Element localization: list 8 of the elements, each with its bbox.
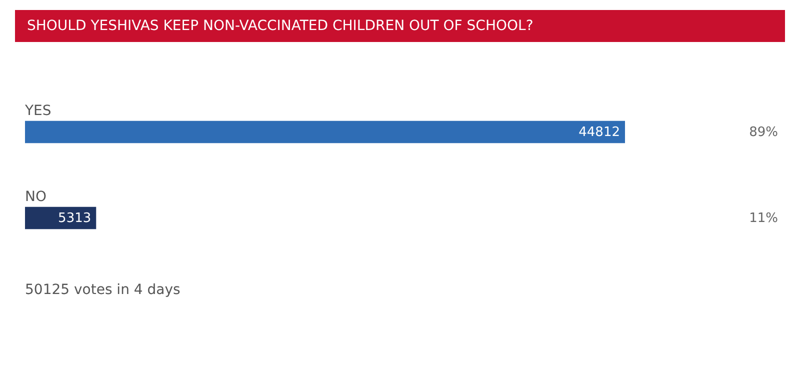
y-tick-label: NO <box>25 189 46 205</box>
text: 50125 votes in 4 days <box>25 282 180 298</box>
data-label: 5313 <box>58 211 92 226</box>
text: 11% <box>749 211 778 226</box>
chart-title: SHOULD YESHIVAS KEEP NON-VACCINATED CHILDREN OUT OF SCHOOL? <box>15 10 785 42</box>
data-label: 44812 <box>578 125 620 140</box>
text: 89% <box>749 125 778 140</box>
y-tick-label: YES <box>24 103 52 119</box>
